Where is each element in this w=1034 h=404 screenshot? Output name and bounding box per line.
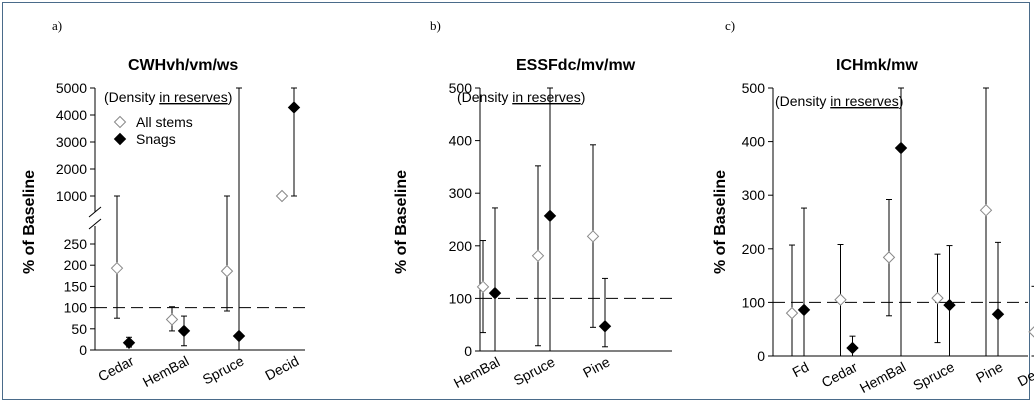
- panel-1-title: CWHvh/vm/ws: [128, 57, 238, 74]
- panel-3-point-all-stems: [931, 291, 944, 305]
- panel-3-x-tick-label: HemBal: [857, 359, 908, 397]
- panel-1-x-tick-label: Decid: [262, 353, 301, 384]
- panel-1-y-tick-label: 2000: [56, 161, 87, 177]
- panel-3-title: ICHmk/mw: [836, 57, 918, 74]
- panel-1-y-tick-label: 150: [64, 278, 88, 294]
- panel-2-point-snags: [543, 209, 557, 223]
- panel-1-y-tick-label: 4000: [56, 107, 87, 123]
- panel-2-y-tick-label: 300: [449, 185, 473, 201]
- panel-2-title: ESSFdc/mv/mw: [516, 57, 636, 74]
- panel-3-point-snags: [943, 298, 956, 312]
- panel-1-annotation: (Density in reserves): [104, 89, 232, 105]
- panel-2-y-tick-label: 500: [449, 80, 473, 96]
- panel-1-y-tick-label: 200: [64, 257, 88, 273]
- panel-3-y-tick-label: 400: [742, 134, 766, 150]
- panel-1-y-tick-label: 0: [79, 342, 87, 358]
- panel-1-point-all-stems: [220, 264, 234, 278]
- panel-3-y-tick-label: 500: [742, 80, 766, 96]
- panel-3-x-tick-label: Pine: [973, 358, 1005, 385]
- panel-1-ylabel: % of Baseline: [21, 170, 38, 274]
- panel-1-legend-marker: [113, 115, 127, 129]
- panel-2-x-tick-label: HemBal: [451, 354, 502, 392]
- panel-2-x-tick-label: Pine: [580, 353, 612, 380]
- panel-1-point-all-stems: [110, 261, 124, 275]
- panel-2-ylabel: % of Baseline: [393, 170, 410, 274]
- panel-3-point-all-stems: [979, 204, 993, 217]
- panel-2-point-all-stems: [586, 230, 600, 243]
- panel-2-point-all-stems: [531, 249, 545, 263]
- panel-1-point-snags: [177, 324, 191, 338]
- panel-2-point-all-stems: [476, 280, 490, 294]
- panel-2-point-snags: [488, 286, 502, 300]
- panel-1-y-tick-label: 50: [71, 321, 87, 337]
- panel-1-legend-label: All stems: [136, 114, 193, 130]
- panel-3-label: c): [725, 18, 735, 33]
- panel-3-point-all-stems: [785, 306, 799, 320]
- panel-3-point-snags: [846, 341, 859, 355]
- panel-2-y-tick-label: 200: [449, 238, 473, 254]
- panel-3-x-tick-label: Decid: [1015, 359, 1034, 390]
- panel-3-point-snags: [991, 307, 1005, 321]
- panel-3-point-all-stems: [882, 251, 896, 264]
- panel-3-point-all-stems: [1028, 326, 1034, 338]
- panel-1-x-tick-label: Spruce: [200, 352, 247, 387]
- panel-2-y-tick-label: 400: [449, 133, 473, 149]
- panel-1-point-snags: [232, 329, 246, 343]
- panel-1-x-tick-label: Cedar: [95, 352, 136, 384]
- panel-1-x-tick-label: HemBal: [140, 353, 191, 391]
- panel-1-point-all-stems: [165, 313, 179, 326]
- panel-3-x-tick-label: Fd: [789, 359, 811, 381]
- panel-2-y-tick-label: 100: [449, 290, 473, 306]
- panel-3-annotation: (Density in reserves): [775, 93, 903, 109]
- panel-1-legend-marker: [113, 132, 127, 146]
- panel-1-axis-break-mark: [88, 218, 102, 230]
- panel-1-point-all-stems: [275, 189, 289, 203]
- panel-2-y-tick-label: 0: [464, 343, 472, 359]
- figure-frame: [2, 2, 1030, 400]
- panel-1-y-tick-label: 1000: [56, 188, 87, 204]
- panel-3-ylabel: % of Baseline: [712, 170, 729, 274]
- panel-2-x-tick-label: Spruce: [511, 353, 558, 388]
- panel-3-y-tick-label: 200: [742, 241, 766, 257]
- panel-1-y-tick-label: 3000: [56, 134, 87, 150]
- panel-1-y-tick-label: 100: [64, 300, 88, 316]
- panel-3-y-tick-label: 300: [742, 187, 766, 203]
- panel-1-point-snags: [122, 336, 136, 349]
- panel-1-legend-label: Snags: [136, 131, 176, 147]
- panel-1-label: a): [52, 18, 62, 33]
- panel-1-point-snags: [287, 101, 301, 114]
- panel-3-point-snags: [894, 141, 908, 155]
- panel-2-point-snags: [598, 320, 612, 333]
- panel-1-y-tick-label: 5000: [56, 80, 87, 96]
- panel-3-x-tick-label: Spruce: [910, 358, 957, 393]
- panel-2-annotation: (Density in reserves): [457, 89, 585, 105]
- panel-3-point-all-stems: [834, 293, 847, 306]
- panel-3-x-tick-label: Cedar: [819, 358, 860, 390]
- panel-3-y-tick-label: 0: [757, 348, 765, 364]
- panel-1-axis-break-mark: [88, 206, 102, 218]
- panel-2-label: b): [430, 18, 441, 33]
- panel-3-point-snags: [797, 303, 811, 317]
- panel-1-y-tick-label: 250: [64, 236, 88, 252]
- panel-3-y-tick-label: 100: [742, 294, 766, 310]
